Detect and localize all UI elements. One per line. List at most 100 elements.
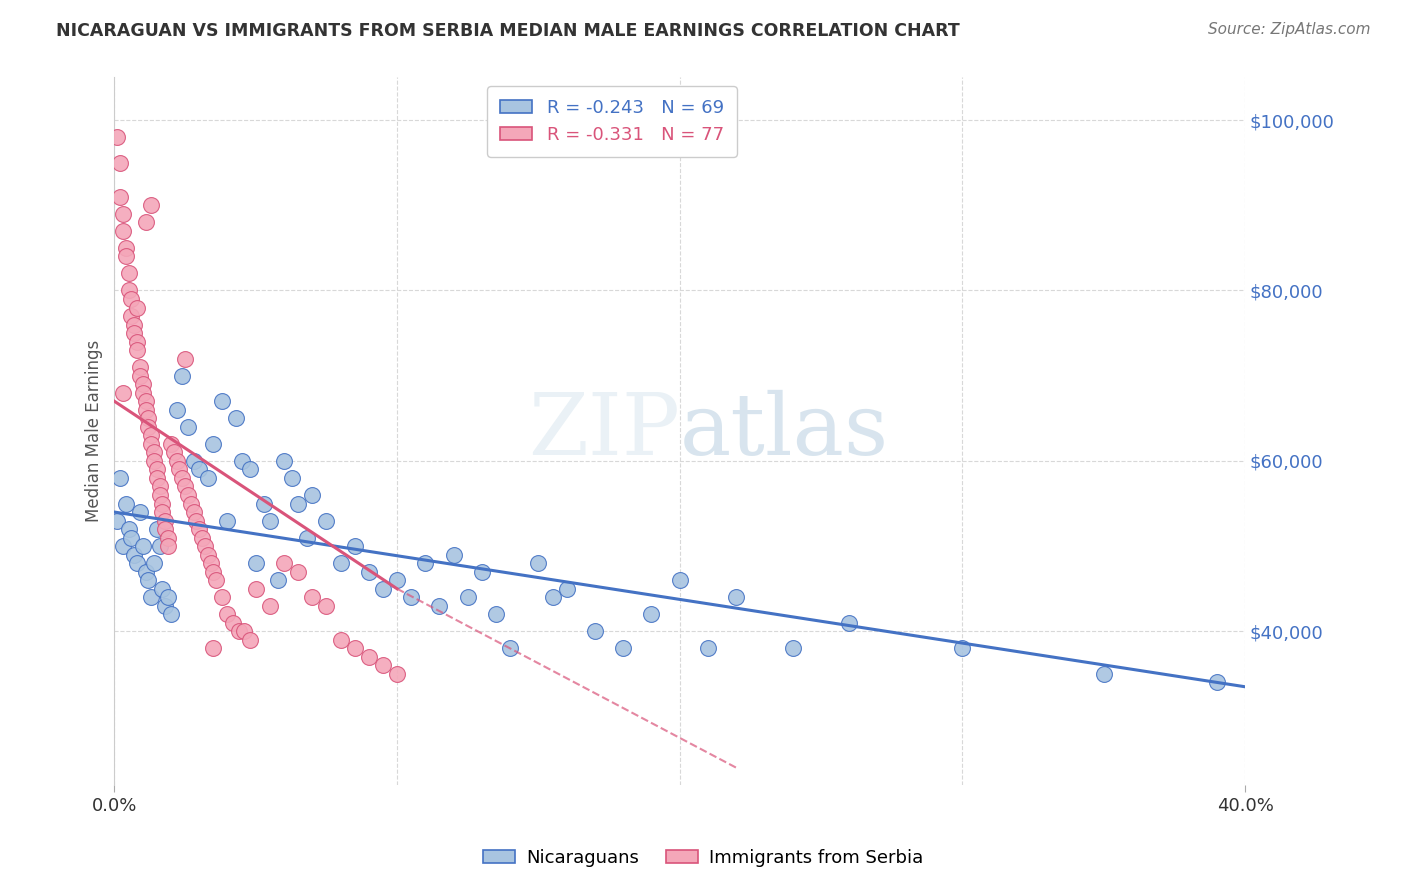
Point xyxy=(111,224,134,238)
Point xyxy=(108,471,131,485)
Point xyxy=(225,411,247,425)
Point xyxy=(174,479,197,493)
Point xyxy=(128,505,150,519)
Point xyxy=(471,565,494,579)
Point xyxy=(120,309,142,323)
Point xyxy=(555,582,578,596)
Point xyxy=(343,641,366,656)
Point xyxy=(782,641,804,656)
Point xyxy=(527,556,550,570)
Point xyxy=(157,539,180,553)
Point xyxy=(183,454,205,468)
Point xyxy=(125,334,148,349)
Point xyxy=(640,607,662,622)
Point xyxy=(253,496,276,510)
Point xyxy=(111,385,134,400)
Point xyxy=(117,267,139,281)
Point xyxy=(259,599,281,613)
Point xyxy=(202,641,225,656)
Point xyxy=(131,385,153,400)
Text: NICARAGUAN VS IMMIGRANTS FROM SERBIA MEDIAN MALE EARNINGS CORRELATION CHART: NICARAGUAN VS IMMIGRANTS FROM SERBIA MED… xyxy=(56,22,960,40)
Point xyxy=(174,351,197,366)
Legend: R = -0.243   N = 69, R = -0.331   N = 77: R = -0.243 N = 69, R = -0.331 N = 77 xyxy=(488,87,737,157)
Text: atlas: atlas xyxy=(679,390,889,473)
Point xyxy=(155,514,177,528)
Point xyxy=(329,556,352,570)
Point xyxy=(429,599,451,613)
Point xyxy=(343,539,366,553)
Point xyxy=(315,599,337,613)
Point xyxy=(111,207,134,221)
Point xyxy=(141,428,163,442)
Point xyxy=(499,641,522,656)
Point xyxy=(485,607,508,622)
Point xyxy=(172,471,194,485)
Point xyxy=(415,556,437,570)
Point xyxy=(197,548,219,562)
Point xyxy=(163,445,186,459)
Point xyxy=(108,155,131,169)
Point xyxy=(457,591,479,605)
Point xyxy=(146,462,169,476)
Point xyxy=(541,591,564,605)
Point xyxy=(725,591,748,605)
Point xyxy=(233,624,256,639)
Point xyxy=(399,591,422,605)
Point xyxy=(177,420,200,434)
Point xyxy=(117,284,139,298)
Point xyxy=(273,454,295,468)
Point xyxy=(188,522,211,536)
Point xyxy=(131,377,153,392)
Point xyxy=(160,607,183,622)
Point xyxy=(188,462,211,476)
Point xyxy=(169,462,191,476)
Point xyxy=(166,402,188,417)
Point xyxy=(231,454,253,468)
Point xyxy=(357,565,380,579)
Point xyxy=(301,488,323,502)
Point xyxy=(157,531,180,545)
Point xyxy=(134,565,156,579)
Point xyxy=(108,190,131,204)
Point xyxy=(143,556,166,570)
Point xyxy=(125,556,148,570)
Point xyxy=(200,556,222,570)
Y-axis label: Median Male Earnings: Median Male Earnings xyxy=(86,340,103,522)
Point xyxy=(117,522,139,536)
Point xyxy=(222,615,245,630)
Point xyxy=(950,641,973,656)
Point xyxy=(385,573,408,587)
Point xyxy=(267,573,290,587)
Point xyxy=(205,573,228,587)
Point xyxy=(211,394,233,409)
Point xyxy=(152,496,174,510)
Point xyxy=(128,360,150,375)
Point xyxy=(697,641,720,656)
Point xyxy=(141,591,163,605)
Point xyxy=(301,591,323,605)
Point xyxy=(329,632,352,647)
Point xyxy=(146,522,169,536)
Point xyxy=(122,548,145,562)
Point xyxy=(136,411,159,425)
Point xyxy=(143,454,166,468)
Point xyxy=(166,454,188,468)
Point xyxy=(114,249,136,263)
Point xyxy=(105,130,128,145)
Point xyxy=(136,573,159,587)
Point xyxy=(122,318,145,332)
Point xyxy=(131,539,153,553)
Text: Source: ZipAtlas.com: Source: ZipAtlas.com xyxy=(1208,22,1371,37)
Point xyxy=(141,198,163,212)
Point xyxy=(583,624,606,639)
Text: ZIP: ZIP xyxy=(527,390,679,473)
Point xyxy=(155,599,177,613)
Point xyxy=(1092,667,1115,681)
Point xyxy=(202,565,225,579)
Point xyxy=(202,437,225,451)
Point xyxy=(443,548,465,562)
Point xyxy=(245,582,267,596)
Point xyxy=(114,496,136,510)
Point xyxy=(134,215,156,229)
Point xyxy=(177,488,200,502)
